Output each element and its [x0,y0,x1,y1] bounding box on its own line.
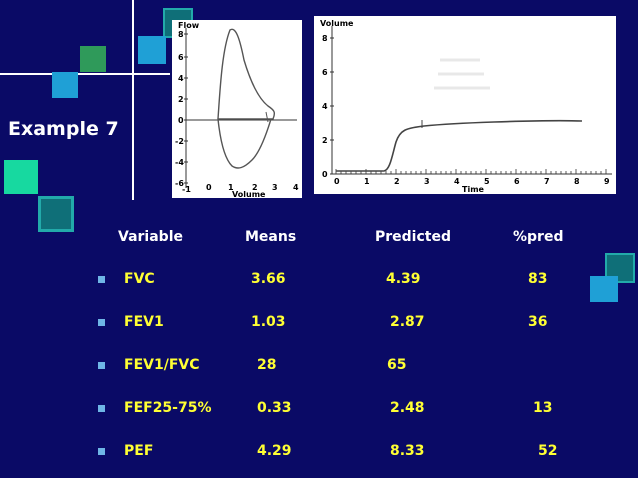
decor-square [590,276,618,302]
cell-pred-pct: 13 [533,400,553,416]
cell-variable: FEV1/FVC [124,357,200,373]
decor-square [138,36,166,64]
fv-x-label: Volume [232,190,266,198]
cell-pred-pct: 36 [528,314,548,330]
bullet-icon [98,405,105,412]
vt-y-tick: 4 [322,102,328,111]
vt-y-tick: 8 [322,34,328,43]
table-row: FEF25-75% 0.33 2.48 13 [0,400,638,422]
vt-y-label: Volume [320,19,354,28]
cell-predicted: 2.87 [390,314,425,330]
fv-x-tick: 1 [228,183,234,192]
fv-x-tick: 0 [206,183,212,192]
vt-x-tick: 3 [424,177,430,186]
volume-time-chart: Volume 8 6 4 2 0 0 1 2 3 4 5 6 7 8 9 Tim… [314,16,616,194]
vt-y-tick: 6 [322,68,328,77]
fv-y-tick: 2 [178,95,184,104]
cell-predicted: 2.48 [390,400,425,416]
fv-x-tick: 4 [293,183,299,192]
cell-variable: FEF25-75% [124,400,212,416]
fv-y-tick: 4 [178,74,184,83]
cell-means: 1.03 [251,314,286,330]
vt-x-tick: 2 [394,177,400,186]
vt-x-tick: 1 [364,177,370,186]
vt-y-tick: 0 [322,170,328,179]
volume-time-curve [336,119,583,172]
fv-y-tick: -6 [175,179,184,188]
cell-variable: PEF [124,443,154,459]
decor-horizontal-line [0,73,170,75]
fv-y-tick: -2 [175,137,184,146]
decor-square [52,72,78,98]
cell-predicted: 8.33 [390,443,425,459]
cell-means: 4.29 [257,443,292,459]
slide-title: Example 7 [8,118,119,140]
flow-volume-chart: Flow 8 6 4 2 0 -2 -4 -6 -1 0 1 2 3 4 Vol… [172,20,302,198]
cell-pred-pct: 83 [528,271,548,287]
fv-y-label: Flow [178,21,200,30]
cell-pred-pct: 52 [538,443,558,459]
header-means: Means [245,229,297,245]
vt-x-tick: 9 [604,177,610,186]
header-variable: Variable [118,229,183,245]
decor-vertical-line [132,0,134,200]
cell-means: 28 [257,357,277,373]
header-predicted: Predicted [375,229,451,245]
bullet-icon [98,362,105,369]
vt-x-tick: 7 [544,177,550,186]
table-row: FEV1 1.03 2.87 36 [0,314,638,336]
bullet-icon [98,448,105,455]
fv-x-tick: -1 [182,185,191,194]
handwritten-note [434,58,490,90]
vt-x-tick: 5 [484,177,490,186]
vt-x-tick: 6 [514,177,520,186]
vt-x-tick: 4 [454,177,460,186]
table-row: FEV1/FVC 28 65 [0,357,638,379]
decor-square [38,196,74,232]
fv-y-tick: -4 [175,158,184,167]
bullet-icon [98,276,105,283]
table-row: FVC 3.66 4.39 83 [0,271,638,293]
fv-y-tick: 8 [178,30,184,39]
vt-x-label: Time [462,185,485,194]
vt-x-tick: 0 [334,177,340,186]
cell-predicted: 4.39 [386,271,421,287]
cell-means: 0.33 [257,400,292,416]
vt-y-tick: 2 [322,136,328,145]
fv-x-tick: 3 [272,183,278,192]
cell-variable: FEV1 [124,314,164,330]
header-pred-pct: %pred [513,229,564,245]
cell-means: 3.66 [251,271,286,287]
bullet-icon [98,319,105,326]
cell-predicted: 65 [387,357,407,373]
decor-square [80,46,106,72]
fv-y-tick: 0 [178,116,184,125]
flow-volume-loop [217,28,276,169]
vt-x-tick: 8 [574,177,580,186]
fv-x-tick: 2 [252,183,258,192]
fv-y-tick: 6 [178,53,184,62]
cell-variable: FVC [124,271,155,287]
decor-square [4,160,38,194]
table-row: PEF 4.29 8.33 52 [0,443,638,465]
